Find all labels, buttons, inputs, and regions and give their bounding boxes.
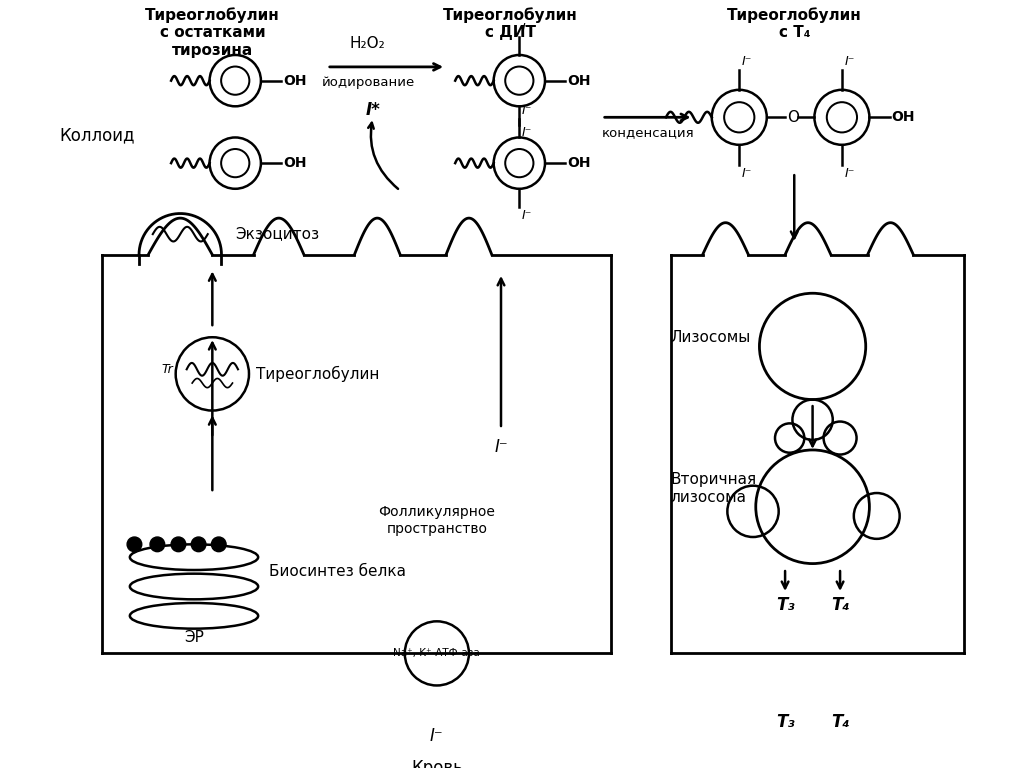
Text: T₃: T₃ bbox=[776, 596, 795, 614]
Text: Тиреоглобулин
с Т₄: Тиреоглобулин с Т₄ bbox=[727, 8, 861, 41]
Text: Лизосомы: Лизосомы bbox=[671, 329, 751, 345]
Text: конденсация: конденсация bbox=[601, 127, 694, 140]
Text: I⁻: I⁻ bbox=[495, 439, 508, 456]
Text: I⁻: I⁻ bbox=[522, 127, 532, 140]
Text: OH: OH bbox=[283, 74, 306, 88]
Circle shape bbox=[127, 537, 141, 551]
Text: I*: I* bbox=[366, 101, 380, 119]
Text: Кровь: Кровь bbox=[411, 759, 463, 768]
Text: T₄: T₄ bbox=[830, 596, 849, 614]
Text: Биосинтез белка: Биосинтез белка bbox=[269, 564, 407, 579]
Text: OH: OH bbox=[892, 111, 914, 124]
Text: T₃: T₃ bbox=[776, 713, 795, 731]
Text: I⁻: I⁻ bbox=[522, 209, 532, 222]
Text: Tr: Tr bbox=[161, 362, 173, 376]
Text: ЭР: ЭР bbox=[184, 631, 204, 645]
Text: Вторичная
лизосома: Вторичная лизосома bbox=[671, 472, 757, 505]
Text: I⁻: I⁻ bbox=[522, 104, 532, 118]
Text: йодирование: йодирование bbox=[322, 76, 415, 89]
Text: OH: OH bbox=[283, 156, 306, 170]
Text: I⁻: I⁻ bbox=[430, 727, 443, 745]
Text: I⁻: I⁻ bbox=[522, 22, 532, 35]
Text: Экзоцитоз: Экзоцитоз bbox=[236, 227, 319, 242]
Text: Коллоид: Коллоид bbox=[59, 127, 135, 144]
Text: Тиреоглобулин: Тиреоглобулин bbox=[256, 366, 380, 382]
Text: I⁻: I⁻ bbox=[845, 55, 855, 68]
Circle shape bbox=[191, 537, 206, 551]
Circle shape bbox=[171, 537, 185, 551]
Text: Na⁺, K⁺-АТФ-аза: Na⁺, K⁺-АТФ-аза bbox=[393, 648, 480, 658]
Text: OH: OH bbox=[567, 74, 591, 88]
Text: I⁻: I⁻ bbox=[845, 167, 855, 180]
Text: Тиреоглобулин
с ДИТ: Тиреоглобулин с ДИТ bbox=[442, 8, 578, 41]
Text: I⁻: I⁻ bbox=[742, 55, 753, 68]
Text: Тиреоглобулин
с остатками
тирозина: Тиреоглобулин с остатками тирозина bbox=[145, 8, 280, 58]
Text: O: O bbox=[786, 110, 799, 125]
Text: H₂O₂: H₂O₂ bbox=[350, 37, 386, 51]
Text: OH: OH bbox=[567, 156, 591, 170]
Text: T₄: T₄ bbox=[830, 713, 849, 731]
Text: Фолликулярное
пространство: Фолликулярное пространство bbox=[379, 505, 496, 535]
Text: I⁻: I⁻ bbox=[742, 167, 753, 180]
Circle shape bbox=[151, 537, 165, 551]
Circle shape bbox=[211, 537, 226, 551]
